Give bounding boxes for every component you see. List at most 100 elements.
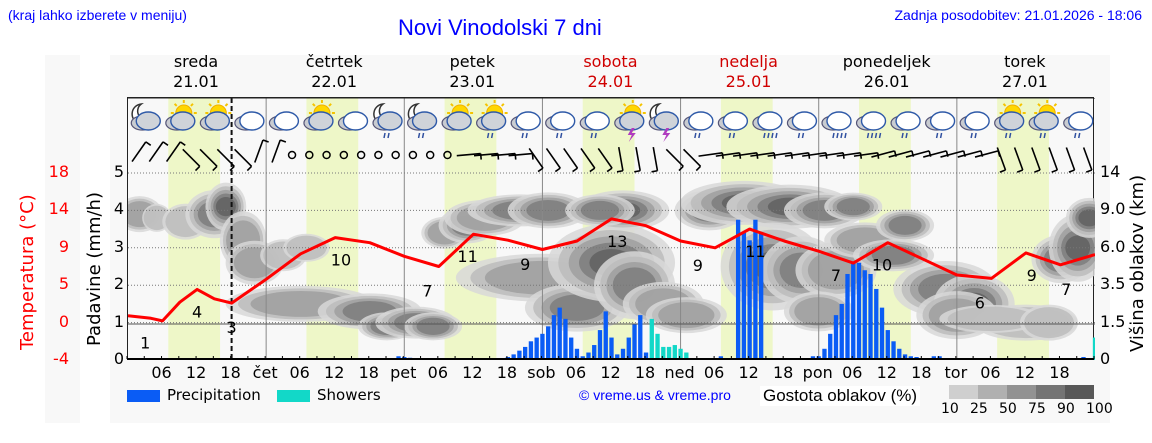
cloud-density-area <box>836 198 870 216</box>
x-tick-label: tor <box>945 363 968 382</box>
cloud-density-label: Gostota oblakov (%) <box>760 386 921 406</box>
wind-barb-icon <box>182 148 201 172</box>
temperature-value-label: 10 <box>872 256 892 275</box>
cloud-density-area <box>1065 235 1091 261</box>
wind-barb-icon <box>408 150 418 160</box>
precipitation-bar <box>868 273 873 360</box>
sun-cloud-rain-icon <box>1028 100 1061 139</box>
precipitation-bar <box>638 315 643 360</box>
x-tick-label: 06 <box>980 363 1000 382</box>
showers-bar <box>655 333 660 360</box>
wind-barb-icon <box>1031 147 1041 173</box>
copyright-link[interactable]: © vreme.us & vreme.pro <box>579 387 731 403</box>
precipitation-bar <box>902 354 908 360</box>
precipitation-bar <box>828 333 833 360</box>
precipitation-bar <box>546 326 551 360</box>
page-title: Novi Vinodolski 7 dni <box>398 15 602 40</box>
cloud-rain-icon <box>924 111 956 139</box>
temp-tick: -4 <box>53 349 69 368</box>
precipitation-bar <box>569 337 574 360</box>
wind-barb-icon <box>528 147 544 173</box>
temp-tick: 14 <box>48 199 69 219</box>
x-tick-label: 18 <box>635 363 655 382</box>
wind-barb-icon <box>1065 147 1076 173</box>
precip-tick: 1 <box>113 311 124 331</box>
x-tick-label: 18 <box>911 363 931 382</box>
x-tick-label: 18 <box>1049 363 1069 382</box>
precipitation-bar <box>615 354 620 360</box>
precipitation-legend-label: Precipitation <box>167 386 261 404</box>
day-header-3: sobota 24.01 <box>541 52 679 92</box>
temperature-value-label: 9 <box>520 255 530 274</box>
day-name: ponedeljek <box>842 52 931 71</box>
showers-bar <box>672 345 677 360</box>
wind-barb-icon <box>234 148 253 172</box>
precipitation-bar <box>632 324 637 360</box>
temperature-value-label: 7 <box>1061 280 1071 299</box>
wind-barb-icon <box>199 148 218 172</box>
x-tick-label: 12 <box>738 363 758 382</box>
showers-bar <box>649 318 654 360</box>
density-scale-swatch <box>1036 385 1065 399</box>
cloud-height-axis-label: Višina oblakov (km) <box>1127 174 1148 352</box>
precipitation-bar <box>753 219 758 360</box>
wind-barb-icon <box>305 150 314 160</box>
showers-bar <box>678 348 683 360</box>
cloud-tick: 0 <box>1100 349 1111 368</box>
sun-cloud-rain-icon <box>476 100 508 139</box>
sun-cloud-thunder-icon <box>614 100 646 142</box>
precipitation-bar <box>557 307 562 360</box>
density-scale-value: 10 <box>941 401 959 417</box>
day-date: 26.01 <box>863 72 910 91</box>
density-scale-swatch <box>978 385 1007 399</box>
precipitation-bar <box>517 350 522 360</box>
precipitation-bar <box>845 273 850 360</box>
day-date: 24.01 <box>587 72 634 91</box>
cloudy-icon <box>268 111 300 131</box>
density-scale-value: 100 <box>1086 401 1113 417</box>
x-tick-label: čet <box>253 363 278 382</box>
wind-barb-icon <box>216 148 235 172</box>
wind-barb-icon <box>443 150 452 160</box>
cloud-tick: 6.0 <box>1100 236 1126 256</box>
precipitation-bar <box>511 354 516 360</box>
cloud-density-area <box>286 235 327 260</box>
day-header-2: petek 23.01 <box>403 52 541 92</box>
wind-barb-icon <box>634 146 641 173</box>
precip-tick: 3 <box>113 236 124 256</box>
precipitation-bar <box>626 337 631 360</box>
wind-barb-icon <box>682 148 702 172</box>
sun-cloud-icon <box>165 100 197 131</box>
wind-barb-icon <box>356 150 366 160</box>
cloud-rain-icon <box>717 111 749 139</box>
cloud-rain-icon <box>510 111 541 139</box>
day-name: petek <box>449 52 495 71</box>
day-header-5: ponedeljek 26.01 <box>818 52 956 92</box>
precipitation-bar <box>540 333 545 360</box>
moon-cloud-rain-icon <box>406 103 438 139</box>
precipitation-bar <box>885 330 890 360</box>
x-tick-label: 12 <box>324 363 344 382</box>
cloud-rain-icon <box>579 111 610 139</box>
temperature-value-label: 9 <box>693 256 703 275</box>
precipitation-bar <box>563 318 568 360</box>
temperature-value-label: 9 <box>1027 266 1037 285</box>
x-tick-label: 06 <box>842 363 862 382</box>
temperature-value-label: 6 <box>975 293 985 312</box>
wind-barb-icon <box>374 150 383 160</box>
wind-barb-icon <box>996 147 1007 173</box>
temp-tick: 0 <box>58 311 69 331</box>
cloudy-icon <box>234 111 265 131</box>
precipitation-bar <box>620 348 626 360</box>
wind-barb-icon <box>322 150 331 160</box>
showers-bar <box>666 346 672 360</box>
precipitation-bar <box>891 341 896 360</box>
precip-tick: 5 <box>113 162 124 181</box>
cloud-density-area <box>549 294 605 321</box>
density-scale-value: 25 <box>970 401 988 417</box>
precipitation-bar <box>603 311 608 360</box>
wind-barb-icon <box>1082 147 1093 173</box>
precipitation-bar <box>534 337 539 360</box>
precipitation-bar <box>523 346 528 360</box>
